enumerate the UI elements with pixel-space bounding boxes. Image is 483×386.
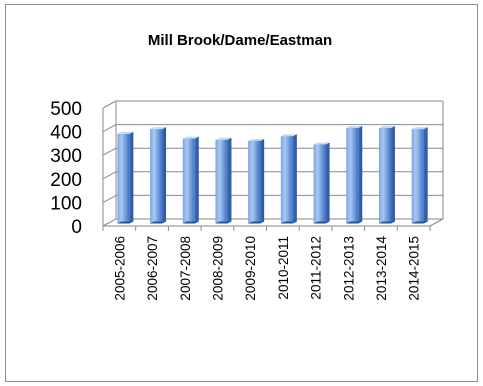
gridline-depth <box>102 171 117 180</box>
y-tick-label: 0 <box>71 217 82 238</box>
bar <box>280 134 297 224</box>
axes <box>102 101 444 231</box>
y-tick-label: 100 <box>50 193 82 214</box>
x-tick-label: 2012-2013 <box>341 236 356 301</box>
bar <box>313 142 330 224</box>
gridline-depth <box>102 194 117 203</box>
bar <box>248 138 265 224</box>
y-tick-label: 200 <box>50 170 82 191</box>
bar <box>182 136 199 224</box>
bar <box>346 125 363 224</box>
bar <box>378 125 395 224</box>
bar <box>411 127 428 224</box>
floor-depth-edge <box>429 218 444 227</box>
x-tick-label: 2007-2008 <box>178 236 193 301</box>
x-axis-tick-labels: 2005-2006 2006-2007 2007-2008 2008-2009 2009… <box>112 236 421 301</box>
bar <box>215 137 232 224</box>
bar <box>117 131 134 224</box>
gridline-depth <box>102 218 117 227</box>
x-tick-label: 2005-2006 <box>112 236 127 301</box>
gridline-depth <box>102 147 117 156</box>
x-tick-label: 2011-2012 <box>309 236 324 300</box>
x-tick-label: 2008-2009 <box>210 236 225 301</box>
x-tick-label: 2009-2010 <box>243 236 258 301</box>
x-tick-label: 2013-2014 <box>374 236 389 301</box>
y-tick-label: 500 <box>50 99 82 120</box>
chart-frame <box>5 4 478 382</box>
bar <box>150 127 167 224</box>
x-tick-label: 2010-2011 <box>276 236 291 300</box>
y-tick-label: 300 <box>50 146 82 167</box>
gridline-depth <box>102 100 117 109</box>
y-tick-label: 400 <box>50 123 82 144</box>
x-tick-label: 2014-2015 <box>407 236 422 301</box>
bars <box>117 125 428 224</box>
x-tick-label: 2006-2007 <box>145 236 160 301</box>
gridline-depth <box>102 124 117 133</box>
chart-title: Mill Brook/Dame/Eastman <box>147 32 333 49</box>
